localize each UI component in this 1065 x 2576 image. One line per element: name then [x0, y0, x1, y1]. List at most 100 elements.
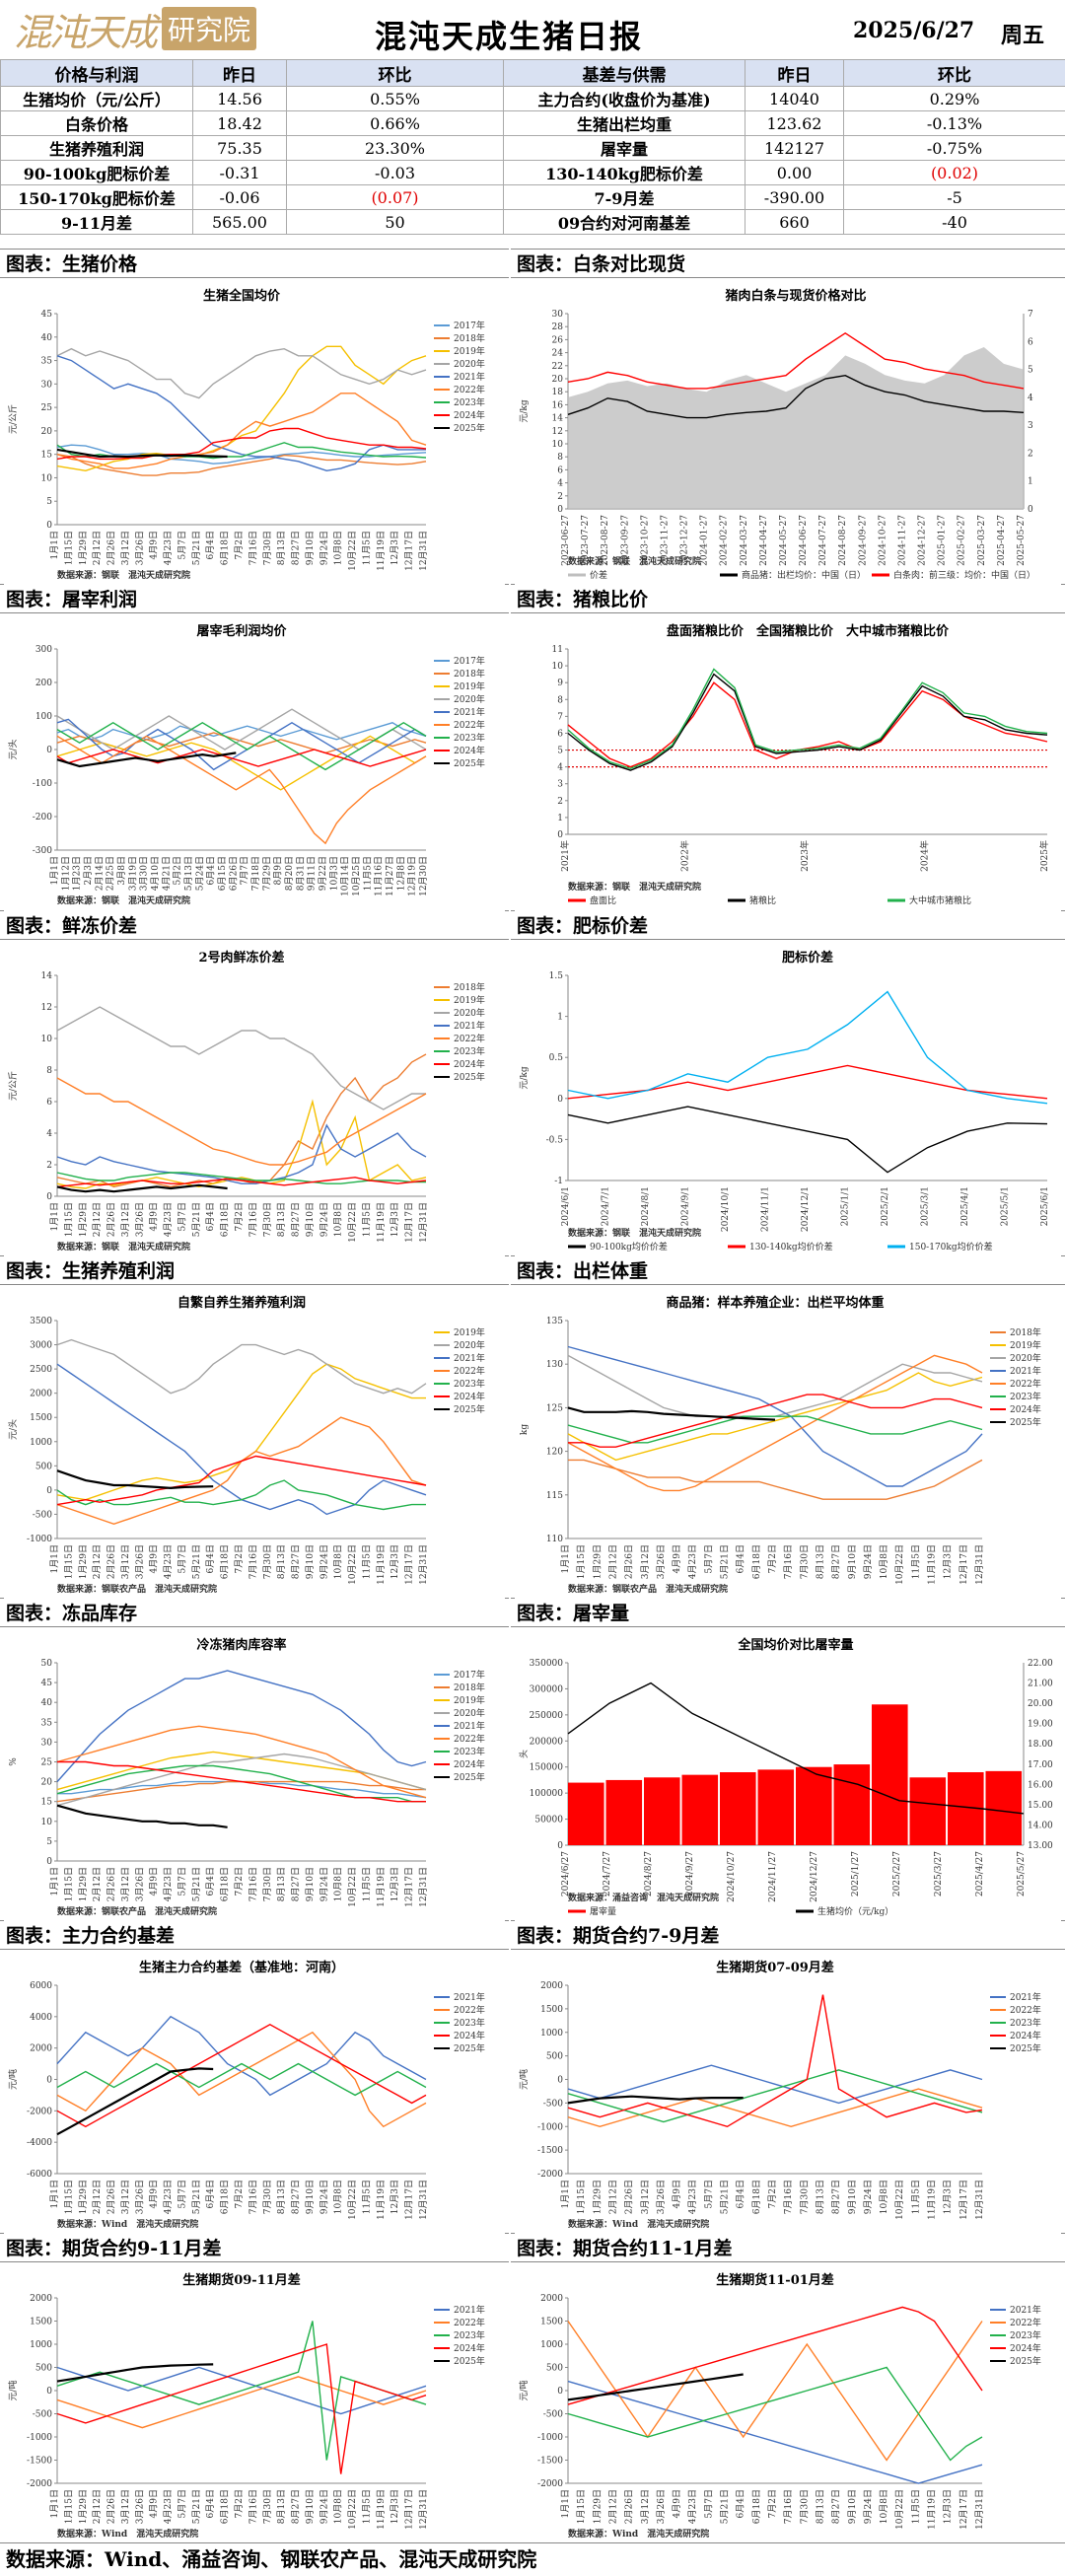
y2-tick-label: 4 [1028, 394, 1033, 403]
y-tick-label: 100000 [530, 1789, 564, 1799]
x-tick-label: 3月12日 [120, 2180, 131, 2214]
report-date: 2025/6/27 [853, 18, 974, 43]
y-axis-label: 元/kg [520, 399, 530, 422]
x-tick-label: 8月20日 [284, 856, 295, 891]
logo-text: 混沌天成 [14, 2, 156, 56]
x-tick-label: 3月26日 [656, 2180, 667, 2214]
y-tick-label: 10 [552, 440, 564, 450]
legend-label: 2024年 [454, 409, 485, 421]
x-tick-label: 11月19日 [927, 2180, 938, 2220]
series-line-0 [57, 1364, 426, 1500]
x-tick-label: 2月26日 [106, 531, 117, 565]
x-tick-label: 7月16日 [248, 2489, 258, 2524]
report-header: 混沌天成 研究院 混沌天成生猪日报 2025/6/27 周五 [0, 0, 1065, 60]
series-line-3 [568, 1995, 982, 2127]
x-tick-label: 8月27日 [291, 1867, 302, 1901]
legend-label: 2024年 [454, 2342, 485, 2354]
x-tick-label: 2024-10-27 [878, 515, 888, 566]
y-tick-label: 15 [41, 451, 53, 461]
series-line-2 [568, 2368, 982, 2461]
y-tick-label: 500 [36, 1462, 52, 1471]
x-tick-label: 8月13日 [815, 2489, 825, 2524]
x-tick-label: 2月26日 [106, 1202, 117, 1237]
legend-label: 2022年 [454, 2004, 485, 2016]
series-line-4 [568, 1355, 982, 1490]
legend-label: 2018年 [454, 1682, 485, 1693]
summary-value-cell: 660 [746, 210, 844, 235]
summary-value-cell: 14.56 [193, 87, 287, 111]
x-tick-label: 9月24日 [319, 2489, 329, 2524]
x-tick-label: 9月10日 [847, 2180, 858, 2214]
y2-tick-label: 21.00 [1028, 1680, 1053, 1689]
x-tick-label: 7月30日 [799, 1544, 810, 1579]
x-tick-label: 2025-02-27 [958, 515, 967, 566]
chart-title: 生猪期货11-01月差 [716, 2272, 834, 2288]
y-tick-label: 500 [36, 2364, 52, 2374]
series-line-3 [57, 2344, 426, 2474]
y-tick-label: -1500 [537, 2146, 563, 2156]
x-tick-label: 1月29日 [592, 2489, 603, 2524]
x-tick-label: 2月26日 [106, 2180, 117, 2214]
legend-label: 大中城市猪粮比 [909, 894, 971, 906]
legend-label: 2025年 [454, 2042, 485, 2054]
x-tick-label: 8月13日 [276, 2180, 287, 2214]
y-tick-label: 3500 [30, 1317, 52, 1326]
bar-3 [682, 1775, 719, 1845]
x-tick-label: 12月31日 [974, 2489, 985, 2530]
summary-header-cell: 昨日 [746, 60, 844, 87]
y-tick-label: 40 [41, 333, 53, 343]
x-tick-label: 2024-07-27 [818, 515, 828, 566]
series-area-0 [568, 347, 1024, 509]
x-tick-label: 3月12日 [120, 1544, 131, 1579]
series-line-0 [57, 1054, 426, 1186]
legend-label: 2021年 [454, 2304, 485, 2316]
x-tick-label: 5月13日 [183, 856, 194, 891]
series-line-2 [57, 2322, 426, 2461]
x-tick-label: 3月26日 [134, 2180, 145, 2214]
y-tick-label: 6 [557, 729, 563, 739]
x-tick-label: 1月23日 [72, 856, 83, 891]
y-tick-label: 25 [41, 1758, 53, 1768]
y-tick-label: 4 [46, 1129, 52, 1139]
bar-4 [720, 1772, 756, 1845]
y-tick-label: 35 [41, 357, 53, 367]
x-tick-label: 6月18日 [220, 1867, 231, 1901]
summary-header-cell: 价格与利润 [1, 60, 193, 87]
x-tick-label: 7月30日 [262, 1867, 273, 1901]
legend-label: 猪粮比 [749, 894, 776, 906]
x-tick-label: 12月17日 [404, 2180, 415, 2220]
x-tick-label: 5月7日 [177, 2489, 187, 2518]
y-tick-label: 5 [557, 747, 563, 756]
x-tick-label: 8月27日 [831, 1544, 842, 1579]
y2-tick-label: 3 [1028, 421, 1033, 431]
series-line-1 [57, 455, 426, 475]
y-tick-label: -1000 [537, 2433, 563, 2443]
y-tick-label: 0 [557, 2076, 563, 2086]
x-tick-label: 2023年 [799, 840, 811, 872]
x-tick-label: 2025/4/1 [960, 1186, 970, 1226]
x-tick-label: 12月3日 [390, 1202, 400, 1237]
y-tick-label: 4 [557, 763, 563, 773]
x-tick-label: 7月2日 [767, 2180, 778, 2208]
x-tick-label: 11月19日 [376, 2180, 387, 2220]
y-tick-label: 15 [41, 1798, 53, 1808]
legend-label: 2024年 [1010, 2342, 1041, 2354]
x-tick-label: 4月23日 [163, 1867, 174, 1901]
y-tick-label: 1500 [30, 2318, 52, 2327]
x-tick-label: 1月1日 [49, 856, 60, 885]
x-tick-label: 2024-03-27 [740, 515, 749, 566]
x-tick-label: 5月21日 [720, 1544, 731, 1579]
x-tick-label: 12月31日 [418, 1544, 429, 1585]
x-tick-label: 7月2日 [234, 2489, 245, 2518]
x-tick-label: 1月1日 [560, 2180, 571, 2208]
y-tick-label: 1 [557, 814, 563, 823]
x-tick-label: 2024-04-27 [759, 515, 769, 566]
legend-label: 2024年 [454, 1391, 485, 1402]
x-tick-label: 8月27日 [291, 2180, 302, 2214]
legend-label: 盘面比 [590, 894, 616, 906]
x-tick-label: 7月2日 [234, 2180, 245, 2208]
x-tick-label: 9月11日 [307, 856, 318, 891]
